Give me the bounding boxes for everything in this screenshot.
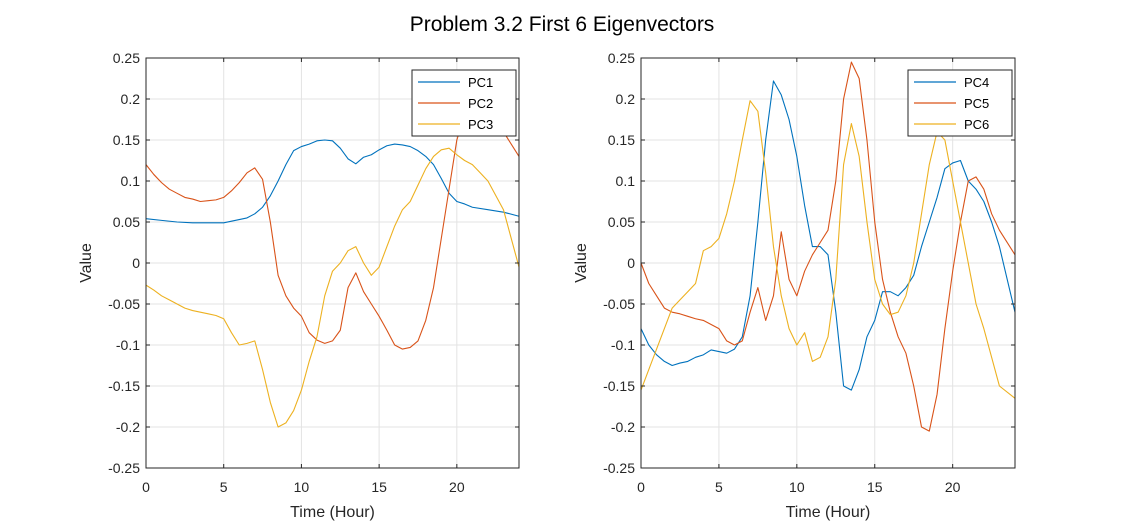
y-tick-label-1: -0.2 (116, 419, 140, 435)
x-tick-label-1: 5 (220, 479, 228, 495)
x-tick-label-2: 10 (789, 479, 805, 495)
legend: PC1 PC2 PC3 (411, 69, 517, 137)
x-tick-label-0: 0 (142, 479, 150, 495)
y-tick-label-7: 0.1 (616, 173, 636, 189)
series-line-pc3 (145, 147, 520, 428)
series-line-pc2 (145, 109, 520, 350)
y-tick-label-5: 0 (627, 255, 635, 271)
legend-label-pc6: PC6 (964, 117, 989, 132)
series-line-pc4 (640, 80, 1016, 391)
y-tick-label-1: -0.2 (611, 419, 635, 435)
y-tick-label-2: -0.15 (108, 378, 140, 394)
series-line-pc5 (640, 61, 1016, 432)
y-tick-label-0: -0.25 (603, 460, 635, 476)
x-axis-label: Time (Hour) (786, 504, 871, 521)
legend-label-pc4: PC4 (964, 75, 989, 90)
y-tick-label-5: 0 (132, 255, 140, 271)
series-line-pc1 (145, 139, 520, 224)
legend-label-pc3: PC3 (468, 117, 493, 132)
x-axis-label: Time (Hour) (290, 504, 375, 521)
x-tick-label-3: 15 (867, 479, 883, 495)
y-tick-label-10: 0.25 (113, 50, 140, 66)
y-tick-label-10: 0.25 (608, 50, 635, 66)
x-tick-label-3: 15 (371, 479, 387, 495)
legend-label-pc1: PC1 (468, 75, 493, 90)
figure-title: Problem 3.2 First 6 Eigenvectors (410, 13, 715, 36)
y-tick-label-9: 0.2 (616, 91, 636, 107)
y-tick-label-6: 0.05 (113, 214, 140, 230)
y-tick-label-2: -0.15 (603, 378, 635, 394)
y-tick-label-6: 0.05 (608, 214, 635, 230)
y-tick-label-3: -0.1 (116, 337, 140, 353)
left-axes: 0 5 10 15 20 -0.25 -0.2 -0.15 -0.1 -0.05 0 0.05 0.1 0… (78, 50, 520, 521)
right-axes: 0 5 10 15 20 -0.25 -0.2 -0.15 -0.1 -0.05 0 0.05 0.1 0… (573, 50, 1016, 521)
x-tick-label-4: 20 (945, 479, 961, 495)
legend-label-pc2: PC2 (468, 96, 493, 111)
legend-label-pc5: PC5 (964, 96, 989, 111)
x-tick-label-0: 0 (637, 479, 645, 495)
y-axis-label: Value (573, 243, 590, 283)
y-tick-label-3: -0.1 (611, 337, 635, 353)
y-tick-label-0: -0.25 (108, 460, 140, 476)
y-tick-label-8: 0.15 (608, 132, 635, 148)
y-tick-label-8: 0.15 (113, 132, 140, 148)
y-tick-label-9: 0.2 (121, 91, 141, 107)
x-tick-label-2: 10 (294, 479, 310, 495)
y-tick-label-4: -0.05 (108, 296, 140, 312)
y-tick-label-4: -0.05 (603, 296, 635, 312)
y-axis-label: Value (78, 243, 95, 283)
x-tick-label-1: 5 (715, 479, 723, 495)
legend: PC4 PC5 PC6 (907, 69, 1013, 137)
y-tick-label-7: 0.1 (121, 173, 141, 189)
x-tick-label-4: 20 (449, 479, 465, 495)
